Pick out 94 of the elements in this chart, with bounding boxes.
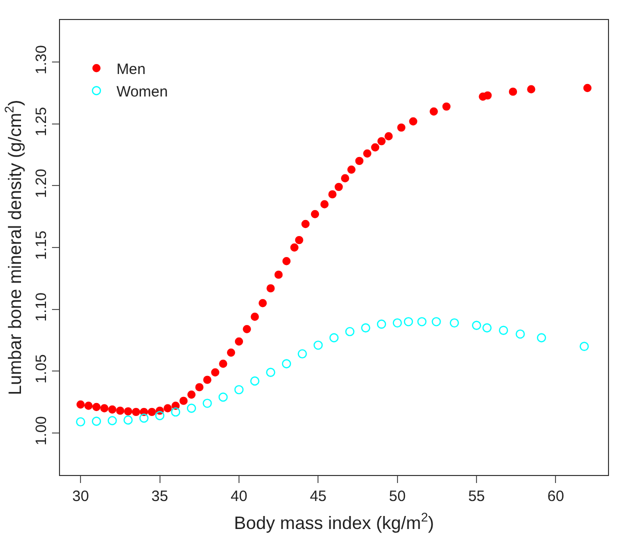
x-tick-label: 50 (389, 488, 406, 506)
y-tick-label: 1.10 (32, 292, 50, 322)
point (347, 166, 356, 174)
point (508, 88, 518, 96)
legend-label: Men (116, 60, 146, 78)
point (442, 102, 451, 111)
point (498, 326, 508, 335)
point (536, 333, 546, 342)
point (242, 325, 251, 334)
point (266, 368, 276, 377)
point (310, 210, 320, 218)
point (409, 117, 418, 126)
point (148, 408, 156, 416)
point (340, 174, 350, 182)
point (282, 359, 292, 368)
point (580, 342, 589, 352)
point (186, 404, 196, 413)
point (179, 396, 188, 405)
x-tick-label: 45 (310, 488, 327, 506)
point (124, 407, 132, 416)
point (195, 383, 204, 392)
point (527, 85, 536, 94)
point (298, 349, 307, 358)
point (314, 340, 323, 350)
point (334, 182, 343, 192)
point (516, 329, 525, 339)
point (363, 149, 372, 158)
point (132, 408, 140, 416)
point (203, 376, 212, 384)
point (417, 317, 426, 326)
y-tick-label: 1.15 (32, 230, 50, 260)
point (355, 156, 364, 166)
point (171, 407, 180, 417)
point (397, 123, 406, 132)
point (202, 398, 212, 408)
point (84, 402, 93, 410)
y-tick-label: 1.25 (32, 107, 50, 136)
x-tick-label: 40 (230, 488, 248, 506)
point (392, 318, 402, 328)
point (234, 385, 244, 394)
point (583, 84, 592, 92)
point (301, 220, 310, 228)
point (108, 416, 117, 426)
point (371, 143, 380, 152)
y-tick-label: 1.30 (32, 45, 50, 74)
point (164, 404, 172, 412)
point (211, 368, 220, 376)
point (361, 323, 370, 332)
x-tick-label: 55 (468, 488, 485, 506)
x-tick-label: 60 (547, 488, 564, 506)
point (258, 299, 267, 308)
point (92, 416, 102, 426)
point (92, 402, 101, 412)
point (76, 400, 85, 409)
point (219, 360, 228, 368)
point (450, 318, 459, 328)
point (226, 348, 236, 357)
point (250, 312, 259, 321)
legend-label: Women (116, 83, 168, 100)
point (472, 320, 482, 330)
point (484, 91, 492, 100)
point (430, 107, 438, 116)
point (155, 411, 164, 420)
x-axis-title: Body mass index (kg/m$^{2}$) (234, 510, 434, 534)
point (116, 406, 124, 415)
point (376, 320, 386, 329)
point (108, 405, 116, 414)
point (234, 337, 244, 346)
point (218, 392, 228, 402)
point (295, 236, 304, 244)
point (187, 390, 196, 399)
point (274, 270, 283, 279)
x-tick-label: 30 (72, 488, 89, 506)
point (100, 404, 108, 412)
point (329, 333, 339, 342)
x-tick-label: 35 (151, 488, 168, 506)
point (282, 257, 291, 266)
y-tick-label: 1.20 (32, 168, 50, 198)
point (124, 415, 133, 425)
point (250, 376, 260, 386)
y-tick-label: 1.00 (32, 416, 50, 446)
point (345, 326, 354, 336)
point (328, 190, 337, 198)
point (377, 137, 386, 146)
point (384, 132, 393, 140)
point (290, 243, 298, 252)
point (432, 317, 441, 326)
point (266, 284, 275, 292)
point (404, 317, 414, 326)
point (320, 200, 329, 208)
point (482, 323, 492, 332)
point (76, 417, 86, 426)
point (139, 414, 149, 423)
y-tick-label: 1.05 (32, 354, 50, 384)
